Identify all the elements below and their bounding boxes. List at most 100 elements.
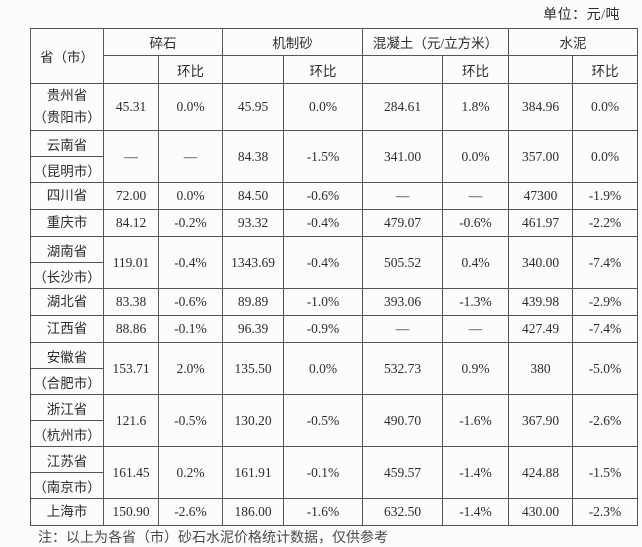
table-row: 湖北省 83.38 -0.6% 89.89 -1.0% 393.06 -1.3% 439.98…	[30, 288, 638, 316]
change-cell: 0.2%	[158, 446, 223, 499]
value-cell: 459.57	[362, 446, 443, 499]
value-cell: 88.86	[103, 315, 159, 343]
value-cell: 45.31	[103, 83, 159, 131]
change-cell: -1.5%	[572, 446, 638, 499]
change-cell: -0.9%	[283, 315, 363, 343]
subheader-change-1: 环比	[283, 55, 363, 84]
change-cell: -1.4%	[442, 446, 509, 499]
value-cell: 632.50	[362, 498, 443, 526]
region-line: 江西省	[46, 321, 88, 336]
value-cell: 430.00	[508, 498, 573, 526]
region-cell: 上海市	[30, 498, 104, 526]
change-cell: —	[442, 315, 509, 343]
change-cell: -0.1%	[283, 446, 363, 499]
region-line: 四川省	[46, 188, 88, 203]
table-body: 贵州省 （贵阳市） 45.31 0.0% 45.95 0.0% 284.61 1.8% 384.…	[30, 83, 638, 526]
region-city-cell: （长沙市）	[30, 262, 104, 289]
region-cell: 浙江省	[30, 394, 104, 421]
value-cell: 150.90	[103, 498, 159, 526]
value-cell: 45.95	[222, 83, 284, 131]
table-row: 四川省 72.00 0.0% 84.50 -0.6% — —47300 -1.9%	[30, 182, 638, 210]
subheader-change-0: 环比	[158, 55, 223, 84]
table-row-city: （昆明市）	[30, 156, 638, 183]
value-cell: 186.00	[222, 498, 284, 526]
value-cell: 357.00	[508, 130, 573, 183]
value-cell: 121.6	[103, 394, 159, 447]
table-row: 云南省 — —84.38 -1.5% 341.00 0.0% 357.00 0.0%	[30, 130, 638, 183]
value-cell: 284.61	[362, 83, 443, 131]
region-city-cell: （合肥市）	[30, 368, 104, 395]
value-cell: 427.49	[508, 315, 573, 343]
value-cell: 84.38	[222, 130, 284, 183]
change-cell: -7.4%	[572, 236, 638, 289]
change-cell: -2.2%	[572, 209, 638, 237]
footnote-cropped: 注：以上为各省（市）砂石水泥价格统计数据，仅供参考	[38, 531, 388, 546]
table-row: 安徽省 153.71 2.0% 135.50 0.0% 532.73 0.9% 380 -5.0…	[30, 342, 638, 395]
value-cell: 84.50	[222, 182, 284, 210]
region-cell: 贵州省 （贵阳市）	[30, 83, 104, 131]
value-cell: 93.32	[222, 209, 284, 237]
table-row: 江西省 88.86 -0.1% 96.39 -0.9% — —427.49 -7.4%	[30, 315, 638, 343]
value-cell: 161.91	[222, 446, 284, 499]
region-cell: 四川省	[30, 182, 104, 210]
value-cell: 89.89	[222, 288, 284, 316]
value-cell: 532.73	[362, 342, 443, 395]
change-cell: —	[158, 130, 223, 183]
value-cell: 161.45	[103, 446, 159, 499]
value-cell: 461.97	[508, 209, 573, 237]
group-header-2: 混凝土（元/立方米）	[362, 28, 509, 56]
change-cell: 0.0%	[158, 182, 223, 210]
change-cell: -1.3%	[442, 288, 509, 316]
change-cell: -2.9%	[572, 288, 638, 316]
change-cell: -1.6%	[283, 498, 363, 526]
change-cell: 0.0%	[442, 130, 509, 183]
change-cell: -0.5%	[158, 394, 223, 447]
change-cell: -2.3%	[572, 498, 638, 526]
change-cell: -0.6%	[442, 209, 509, 237]
value-cell: 341.00	[362, 130, 443, 183]
group-header-1: 机制砂	[222, 28, 363, 56]
value-cell: 119.01	[103, 236, 159, 289]
region-line: （贵阳市）	[33, 110, 101, 125]
table-row-city: （南京市）	[30, 472, 638, 499]
change-cell: -0.4%	[158, 236, 223, 289]
change-cell: 0.0%	[283, 83, 363, 131]
table-head: 省（市） 碎石 机制砂 混凝土（元/立方米） 水泥 环比 环比 环比 环比	[30, 28, 638, 84]
value-cell: 135.50	[222, 342, 284, 395]
change-cell: 0.9%	[442, 342, 509, 395]
change-cell: -0.4%	[283, 236, 363, 289]
value-cell: 72.00	[103, 182, 159, 210]
table-row: 上海市 150.90 -2.6% 186.00 -1.6% 632.50 -1.4% 430.…	[30, 498, 638, 526]
change-cell: -5.0%	[572, 342, 638, 395]
region-cell: 安徽省	[30, 342, 104, 369]
change-cell: -1.4%	[442, 498, 509, 526]
value-cell: 1343.69	[222, 236, 284, 289]
value-cell: 490.70	[362, 394, 443, 447]
region-cell: 江西省	[30, 315, 104, 343]
change-cell: -0.2%	[158, 209, 223, 237]
change-cell: -2.6%	[572, 394, 638, 447]
value-cell: 424.88	[508, 446, 573, 499]
value-cell: 153.71	[103, 342, 159, 395]
change-cell: 0.0%	[283, 342, 363, 395]
value-cell: 367.90	[508, 394, 573, 447]
change-cell: —	[442, 182, 509, 210]
change-cell: -2.6%	[158, 498, 223, 526]
value-cell: 479.07	[362, 209, 443, 237]
table-row-city: （杭州市）	[30, 420, 638, 447]
value-cell: 83.38	[103, 288, 159, 316]
value-cell: 380	[508, 342, 573, 395]
group-header-0: 碎石	[103, 28, 223, 56]
value-cell: —	[103, 130, 159, 183]
change-cell: -1.0%	[283, 288, 363, 316]
change-cell: -0.5%	[283, 394, 363, 447]
corner-header: 省（市）	[30, 28, 104, 84]
region-cell: 湖南省	[30, 236, 104, 263]
subheader-price-1	[222, 55, 284, 84]
value-cell: 384.96	[508, 83, 573, 131]
change-cell: 0.0%	[572, 130, 638, 183]
value-cell: 505.52	[362, 236, 443, 289]
change-cell: 0.0%	[572, 83, 638, 131]
change-cell: 0.0%	[158, 83, 223, 131]
region-line: 湖北省	[46, 294, 88, 309]
